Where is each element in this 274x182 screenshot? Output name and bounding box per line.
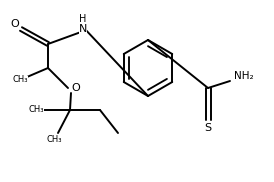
Text: NH₂: NH₂ — [234, 71, 254, 81]
Text: CH₃: CH₃ — [12, 76, 28, 84]
Text: O: O — [11, 19, 19, 29]
Text: CH₃: CH₃ — [28, 106, 44, 114]
Text: H: H — [79, 14, 87, 24]
Text: S: S — [204, 123, 212, 133]
Text: CH₃: CH₃ — [46, 136, 62, 145]
Text: O: O — [72, 83, 80, 93]
Text: N: N — [79, 24, 87, 34]
